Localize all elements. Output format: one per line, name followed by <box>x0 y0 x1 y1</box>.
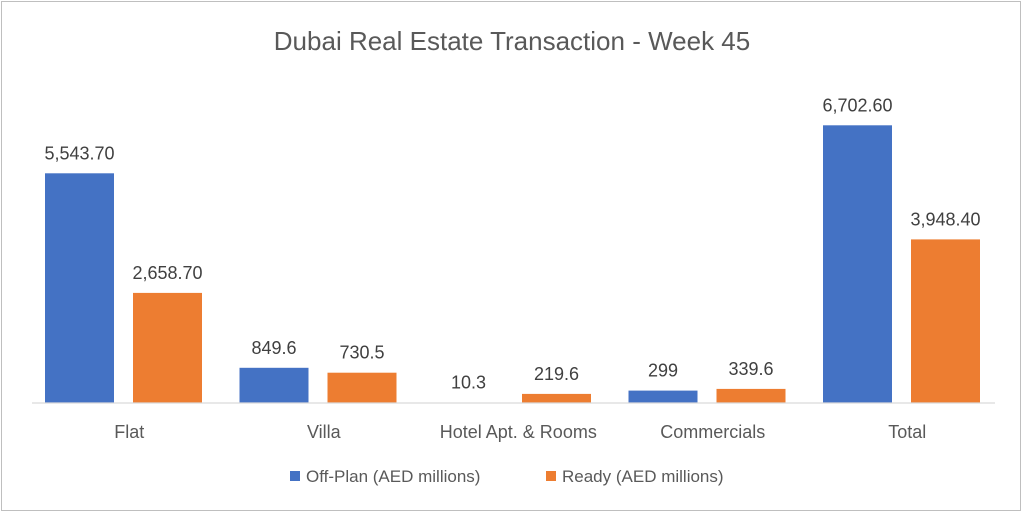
data-label-ready-1: 730.5 <box>339 343 384 363</box>
bar-ready-2 <box>522 393 591 403</box>
data-label-off-plan-0: 5,543.70 <box>44 143 114 163</box>
data-label-ready-0: 2,658.70 <box>132 263 202 283</box>
bar-ready-4 <box>911 239 980 403</box>
bar-ready-0 <box>133 292 202 403</box>
chart-title: Dubai Real Estate Transaction - Week 45 <box>274 26 750 56</box>
data-label-off-plan-3: 299 <box>648 361 678 381</box>
category-labels-group: Flat Villa Hotel Apt. & Rooms Commercials To… <box>114 422 926 442</box>
bar-off-plan-4 <box>823 125 892 404</box>
legend: Off-Plan (AED millions) Ready (AED millio… <box>290 467 724 486</box>
data-label-off-plan-1: 849.6 <box>251 338 296 358</box>
bar-off-plan-3 <box>628 390 698 403</box>
bar-off-plan-0 <box>45 173 114 403</box>
category-label-0: Flat <box>114 422 144 442</box>
data-label-off-plan-4: 6,702.60 <box>822 95 892 115</box>
data-label-ready-3: 339.6 <box>728 359 773 379</box>
category-label-1: Villa <box>307 422 342 442</box>
data-label-ready-2: 219.6 <box>534 364 579 384</box>
bars-group <box>45 125 980 404</box>
legend-label-ready: Ready (AED millions) <box>562 467 724 486</box>
legend-swatch-off-plan <box>290 471 300 481</box>
category-label-2: Hotel Apt. & Rooms <box>440 422 597 442</box>
data-labels-group: 5,543.70 2,658.70 849.6 730.5 10.3 219.6 299 33… <box>44 95 980 392</box>
data-label-ready-4: 3,948.40 <box>910 209 980 229</box>
bar-ready-3 <box>716 388 786 403</box>
category-label-3: Commercials <box>660 422 765 442</box>
data-label-off-plan-2: 10.3 <box>451 373 486 393</box>
bar-off-plan-1 <box>239 367 309 403</box>
category-label-4: Total <box>888 422 926 442</box>
bar-ready-1 <box>327 372 397 403</box>
legend-label-off-plan: Off-Plan (AED millions) <box>306 467 480 486</box>
legend-swatch-ready <box>546 471 556 481</box>
